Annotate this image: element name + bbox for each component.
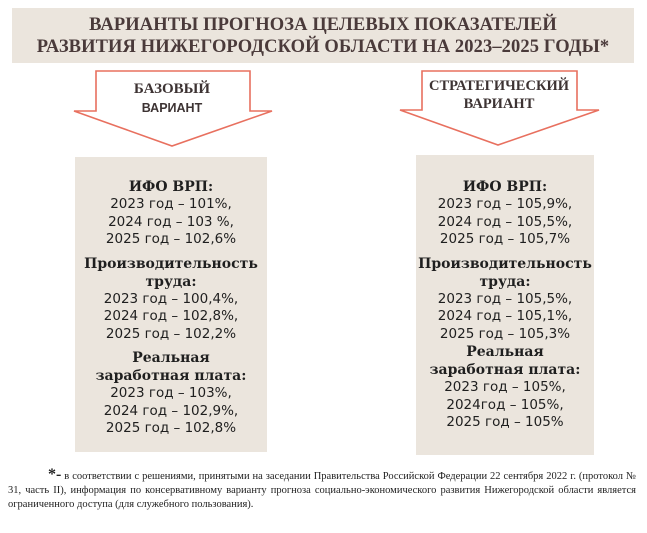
footnote-marker: *-	[48, 466, 62, 483]
section-heading-productivity-2: труда:	[479, 273, 531, 290]
section-heading-gva: ИФО ВРП:	[128, 179, 214, 195]
value-line: 2025 год – 102,8%	[105, 420, 237, 436]
footnote: *- в соответствии с решениями, принятыми…	[8, 466, 636, 512]
page-title: ВАРИАНТЫ ПРОГНОЗА ЦЕЛЕВЫХ ПОКАЗАТЕЛЕЙ РА…	[12, 8, 634, 63]
down-arrow-icon	[73, 70, 273, 147]
title-line-1: ВАРИАНТЫ ПРОГНОЗА ЦЕЛЕВЫХ ПОКАЗАТЕЛЕЙ	[89, 14, 557, 35]
value-line: 2025 год – 102,2%	[105, 325, 237, 342]
base-variant-sublabel: ВАРИАНТ	[141, 101, 203, 115]
value-line: 2023 год – 105,9%,	[437, 196, 573, 212]
value-line: 2024год – 105%,	[446, 396, 564, 413]
value-line: 2024 год – 102,8%,	[103, 308, 239, 324]
section-heading-productivity: Производительность	[418, 255, 592, 272]
footnote-text: в соответствии с решениями, принятыми на…	[8, 471, 636, 510]
value-line: 2025 год – 105,7%	[439, 231, 571, 247]
strategic-variant-sublabel: ВАРИАНТ	[463, 96, 535, 112]
value-line: 2024 год – 103 %,	[108, 213, 234, 230]
value-line: 2024 год – 102,9%,	[103, 402, 239, 419]
value-line: 2024 год – 105,5%,	[437, 213, 573, 230]
strategic-variant-label: СТРАТЕГИЧЕСКИЙ	[428, 78, 570, 94]
section-heading-wages: Реальная	[132, 350, 210, 366]
strategic-variant-panel: ИФО ВРП: 2023 год – 105,9%, 2024 год – 1…	[416, 155, 594, 455]
strategic-variant-arrow: СТРАТЕГИЧЕСКИЙ ВАРИАНТ	[398, 69, 602, 149]
value-line: 2023 год – 103%,	[110, 385, 232, 401]
section-heading-gva: ИФО ВРП:	[462, 179, 548, 195]
value-line: 2023 год – 100,4%,	[103, 290, 239, 307]
value-line: 2024 год – 105,1%,	[437, 308, 573, 324]
section-heading-wages: Реальная	[466, 344, 544, 360]
value-line: 2025 год – 105,3%	[439, 325, 571, 342]
section-heading-productivity: Производительность	[84, 255, 258, 272]
section-heading-wages-2: заработная плата:	[95, 368, 247, 384]
base-variant-label: БАЗОВЫЙ	[133, 81, 211, 97]
title-line-2: РАЗВИТИЯ НИЖЕГОРОДСКОЙ ОБЛАСТИ НА 2023–2…	[36, 36, 610, 57]
value-line: 2025 год – 102,6%	[105, 231, 237, 247]
value-line: 2023 год – 101%,	[110, 196, 232, 212]
down-arrow-icon	[399, 70, 600, 146]
section-heading-productivity-2: труда:	[145, 273, 197, 290]
value-line: 2025 год – 105%	[446, 414, 564, 430]
value-line: 2023 год – 105,5%,	[437, 290, 573, 307]
section-heading-wages-2: заработная плата:	[429, 362, 581, 378]
base-variant-arrow: БАЗОВЫЙ ВАРИАНТ	[72, 69, 276, 149]
base-variant-panel: ИФО ВРП: 2023 год – 101%, 2024 год – 103…	[75, 157, 267, 452]
value-line: 2023 год – 105%,	[444, 379, 566, 395]
